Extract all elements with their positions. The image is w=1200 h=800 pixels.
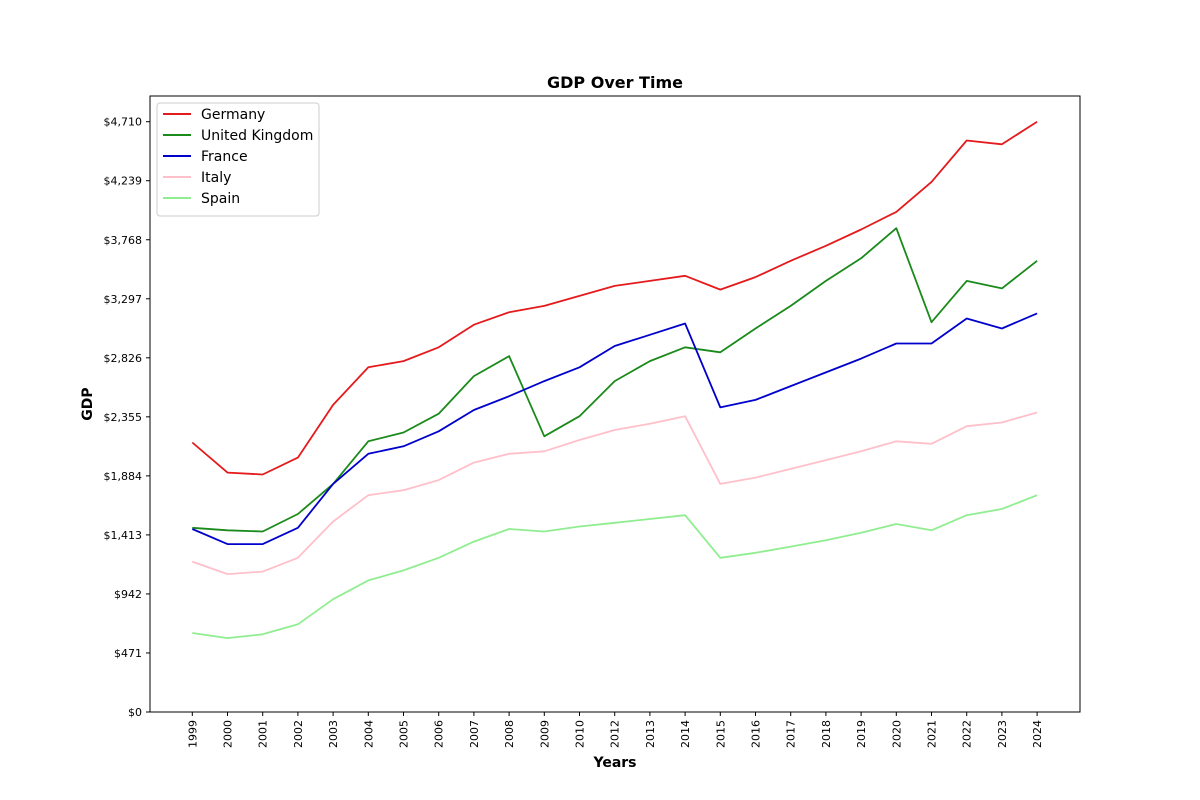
y-tick-label: $2,355 (104, 411, 143, 424)
x-tick-label: 2023 (996, 720, 1009, 748)
x-tick-label: 2016 (750, 720, 763, 748)
x-tick-label: 2022 (961, 720, 974, 748)
x-axis-label: Years (592, 755, 636, 771)
y-tick-label: $2,826 (104, 352, 143, 365)
x-tick-label: 2021 (926, 720, 939, 748)
x-tick-label: 2008 (503, 720, 516, 748)
y-tick-label: $4,710 (104, 116, 143, 129)
series-line-spain (192, 494, 1038, 639)
legend-entry: Germany (201, 107, 265, 123)
x-tick-label: 2024 (1031, 720, 1044, 748)
legend-entry: Spain (201, 191, 240, 207)
y-axis-label: GDP (80, 387, 96, 420)
x-tick-label: 2012 (609, 720, 622, 748)
y-tick-label: $0 (128, 706, 142, 719)
x-tick-label: 2018 (820, 720, 833, 748)
x-tick-label: 2014 (679, 720, 692, 748)
series-line-france (191, 312, 1038, 545)
y-tick-label: $4,239 (104, 175, 143, 188)
x-tick-label: 2019 (855, 720, 868, 748)
x-tick-label: 2015 (714, 720, 727, 748)
x-tick-label: 2005 (398, 720, 411, 748)
y-tick-label: $471 (114, 647, 142, 660)
legend-entry: United Kingdom (201, 128, 313, 144)
x-axis: 1999 2000 2001 2002 2003 2004 2005 2006 2007 2008… (186, 712, 1044, 748)
legend-entry: Italy (201, 170, 231, 186)
legend: Germany United Kingdom France Italy Spain (156, 102, 320, 217)
x-tick-label: 2003 (327, 720, 340, 748)
x-tick-label: 2010 (574, 720, 587, 748)
y-tick-label: $3,297 (104, 293, 143, 306)
x-tick-label: 2004 (362, 720, 375, 748)
x-tick-label: 1999 (186, 720, 199, 748)
x-tick-label: 2009 (538, 720, 551, 748)
x-tick-label: 2013 (644, 720, 657, 748)
y-tick-label: $942 (114, 588, 142, 601)
x-tick-label: 2020 (890, 720, 903, 748)
x-tick-label: 2006 (433, 720, 446, 748)
plot-area-frame (149, 95, 1081, 713)
series-lines (191, 120, 1038, 639)
x-tick-label: 2007 (468, 720, 481, 748)
legend-entry: France (201, 149, 248, 165)
x-tick-label: 2000 (222, 720, 235, 748)
x-tick-label: 2001 (257, 720, 270, 748)
x-tick-label: 2017 (785, 720, 798, 748)
y-tick-label: $1,413 (104, 529, 143, 542)
legend-box (156, 102, 320, 217)
x-tick-label: 2002 (292, 720, 305, 748)
y-tick-label: $1,884 (104, 470, 143, 483)
chart-title: GDP Over Time (547, 73, 683, 92)
y-tick-label: $3,768 (104, 234, 143, 247)
series-line-germany (191, 120, 1038, 476)
series-line-italy (191, 411, 1038, 575)
series-line-united-kingdom (192, 227, 1038, 533)
y-axis: $0 $471 $942 $1,413 $1,884 $2,355 $2,826 $3,297… (104, 116, 150, 719)
